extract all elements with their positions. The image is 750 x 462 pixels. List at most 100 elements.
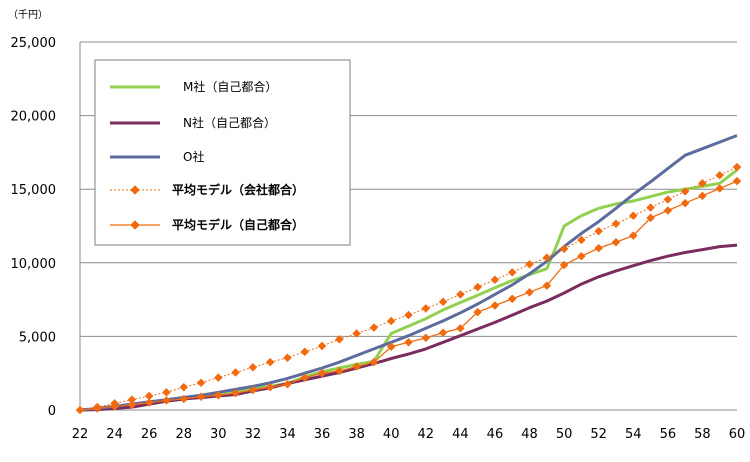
data-point-marker xyxy=(231,368,240,377)
data-point-marker xyxy=(577,251,586,261)
data-point-marker xyxy=(542,281,552,290)
data-point-marker xyxy=(369,357,379,367)
series-2 xyxy=(79,134,738,412)
data-point-marker xyxy=(179,394,189,404)
legend-marker-3 xyxy=(130,185,140,195)
data-point-marker xyxy=(559,244,569,254)
y-tick-label: 25,000 xyxy=(11,36,57,51)
data-point-marker xyxy=(715,184,725,193)
data-point-marker xyxy=(421,304,431,313)
series-line-3 xyxy=(79,166,738,411)
data-point-marker xyxy=(127,400,137,410)
x-tick-label: 30 xyxy=(210,427,227,442)
data-point-marker xyxy=(352,362,361,371)
axes xyxy=(79,42,737,411)
data-point-marker xyxy=(265,357,275,367)
y-tick-label: 20,000 xyxy=(11,110,57,125)
data-point-marker xyxy=(438,328,448,338)
y-tick-label: 5,000 xyxy=(19,330,56,345)
data-point-marker xyxy=(144,398,154,407)
legend-marker-4 xyxy=(130,220,140,230)
data-point-marker xyxy=(248,385,258,395)
x-tick-label: 56 xyxy=(660,427,677,442)
data-point-marker xyxy=(698,178,707,188)
data-point-marker xyxy=(628,231,638,240)
data-point-marker xyxy=(404,310,413,320)
x-tick-label: 60 xyxy=(729,427,746,442)
data-point-marker xyxy=(646,203,655,212)
data-point-marker xyxy=(732,176,742,186)
data-point-marker xyxy=(680,187,690,196)
legend-label-1: N社（自己都合） xyxy=(183,115,276,130)
legend-label-2: O社 xyxy=(183,149,204,164)
data-point-marker xyxy=(680,198,690,208)
x-tick-label: 32 xyxy=(245,427,262,442)
data-point-marker xyxy=(248,362,258,372)
data-point-marker xyxy=(369,323,379,332)
series-line-2 xyxy=(79,134,738,412)
x-tick-label: 52 xyxy=(590,427,607,442)
data-point-marker xyxy=(473,282,483,292)
legend-label-0: M社（自己都合） xyxy=(183,79,277,94)
data-point-marker xyxy=(386,342,396,352)
data-point-marker xyxy=(663,195,673,204)
data-point-marker xyxy=(300,347,310,357)
x-tick-label: 46 xyxy=(487,427,504,442)
legend-label-3: 平均モデル（会社都合） xyxy=(172,182,304,197)
data-point-marker xyxy=(542,253,552,263)
data-point-marker xyxy=(162,396,171,405)
data-point-marker xyxy=(715,170,725,180)
x-tick-label: 22 xyxy=(72,427,89,442)
data-point-marker xyxy=(456,290,465,299)
data-point-marker xyxy=(231,388,240,398)
data-point-marker xyxy=(283,379,292,389)
data-point-marker xyxy=(577,235,586,245)
legend-box xyxy=(94,59,351,246)
data-point-marker xyxy=(352,329,361,338)
data-point-marker xyxy=(179,382,189,392)
y-tick-label: 15,000 xyxy=(11,183,57,198)
x-tick-label: 40 xyxy=(383,427,400,442)
data-point-marker xyxy=(213,390,223,400)
data-point-marker xyxy=(525,287,534,297)
data-point-marker xyxy=(611,219,621,229)
x-tick-label: 36 xyxy=(314,427,331,442)
y-axis-unit-label: （千円） xyxy=(8,9,48,21)
data-point-marker xyxy=(421,333,431,343)
data-point-marker xyxy=(525,259,534,269)
data-point-marker xyxy=(404,337,413,347)
data-point-marker xyxy=(456,323,465,333)
y-tick-label: 10,000 xyxy=(11,257,57,272)
data-point-marker xyxy=(334,366,344,376)
data-point-marker xyxy=(283,353,292,363)
data-point-marker xyxy=(507,268,517,277)
x-tick-label: 54 xyxy=(625,427,642,442)
x-tick-label: 50 xyxy=(556,427,573,442)
x-tick-label: 58 xyxy=(694,427,711,442)
x-tick-label: 26 xyxy=(141,427,158,442)
data-point-marker xyxy=(334,334,344,344)
data-point-marker xyxy=(663,206,673,215)
data-point-marker xyxy=(438,297,448,307)
data-point-marker xyxy=(611,237,621,247)
data-point-marker xyxy=(92,404,102,413)
data-point-marker xyxy=(490,301,500,310)
legend-label-4: 平均モデル（自己都合） xyxy=(172,217,304,232)
x-tick-label: 38 xyxy=(348,427,365,442)
series-4 xyxy=(75,176,742,415)
data-point-marker xyxy=(300,373,310,382)
data-point-marker xyxy=(386,316,396,326)
data-point-marker xyxy=(213,373,223,382)
x-tick-labels: 22 24 26 28 30 32 34 36 38 40 42 44 46 48 50 52 54 56 58 60 xyxy=(72,427,746,442)
data-point-marker xyxy=(110,401,119,411)
x-tick-label: 48 xyxy=(521,427,538,442)
data-point-marker xyxy=(507,294,517,304)
data-point-marker xyxy=(317,368,327,378)
y-tick-label: 0 xyxy=(48,404,56,419)
data-point-marker xyxy=(628,211,638,221)
series-lines xyxy=(75,134,742,415)
data-point-marker xyxy=(196,392,206,402)
